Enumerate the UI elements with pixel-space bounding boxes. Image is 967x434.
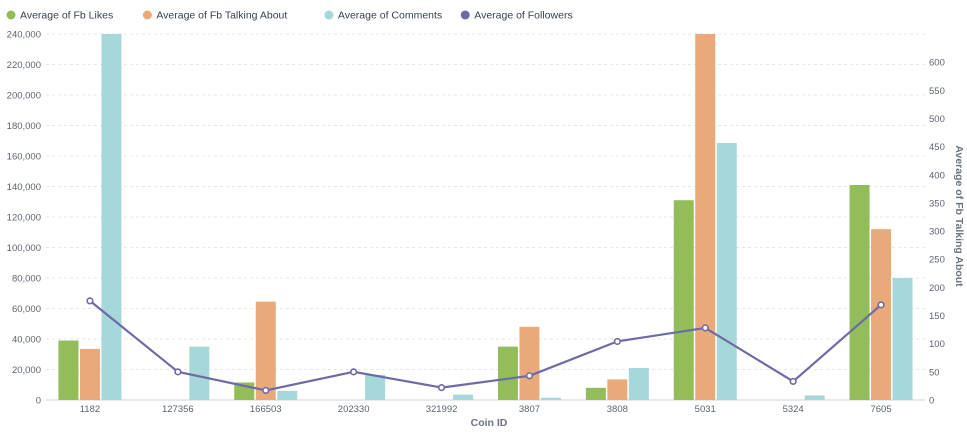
y-tick-label: 20,000 <box>12 365 41 376</box>
line-point[interactable] <box>877 301 885 309</box>
line-point[interactable] <box>86 297 94 305</box>
y-tick-label: 240,000 <box>7 30 41 41</box>
y2-tick-label: 50 <box>929 367 940 378</box>
followers-line <box>86 297 885 395</box>
x-tick-label: 5031 <box>695 404 716 415</box>
x-tick-label: 3808 <box>607 404 628 415</box>
y2-tick-label: 350 <box>929 198 945 209</box>
line-point[interactable] <box>613 337 621 346</box>
x-tick-label: 3807 <box>519 404 540 415</box>
y-tick-label: 80,000 <box>12 274 41 285</box>
x-tick-label: 321992 <box>426 404 458 415</box>
bar[interactable] <box>79 348 100 400</box>
bar[interactable] <box>849 184 870 400</box>
bar[interactable] <box>453 394 474 400</box>
legend: Average of Fb Likes Average of Fb Talking… <box>6 10 573 22</box>
line-point[interactable] <box>789 377 797 386</box>
y2-axis-title: Average of Fb Talking About <box>953 145 965 287</box>
bar[interactable] <box>277 390 298 400</box>
y-tick-label: 120,000 <box>7 213 41 224</box>
y2-tick-label: 400 <box>929 170 945 181</box>
y-tick-label: 140,000 <box>7 182 41 193</box>
line-point[interactable] <box>350 368 358 376</box>
y-tick-label: 220,000 <box>7 60 41 71</box>
y2-tick-label: 0 <box>929 396 934 407</box>
legend-item-2[interactable]: Average of Comments <box>324 10 442 22</box>
bar[interactable] <box>365 374 386 400</box>
bar[interactable] <box>892 278 913 400</box>
y2-tick-label: 200 <box>929 283 945 294</box>
legend-item-0[interactable]: Average of Fb Likes <box>6 10 114 22</box>
x-tick-label: 202330 <box>338 404 370 415</box>
bar[interactable] <box>871 229 892 400</box>
y-tick-label: 100,000 <box>7 243 41 254</box>
line-point[interactable] <box>437 384 446 392</box>
y-axis-left: 0 20,000 40,000 60,000 80,000 100,000 120,000 1… <box>7 30 41 407</box>
bar[interactable] <box>189 346 210 400</box>
y2-tick-label: 100 <box>929 339 945 350</box>
legend-item-1[interactable]: Average of Fb Talking About <box>142 10 288 22</box>
line-point[interactable] <box>174 368 182 376</box>
bar[interactable] <box>497 346 518 400</box>
y2-tick-label: 600 <box>929 58 945 69</box>
bar[interactable] <box>628 367 649 400</box>
x-tick-label: 127356 <box>162 404 194 415</box>
y2-tick-label: 450 <box>929 142 945 153</box>
y-tick-label: 180,000 <box>7 121 41 132</box>
y-axis-right: 0 50 100 150 200 250 300 350 400 450 500 550 600 <box>929 58 945 407</box>
legend-item-3[interactable]: Average of Followers <box>460 10 573 22</box>
y-tick-label: 40,000 <box>12 335 41 346</box>
x-axis-title: Coin ID <box>471 417 508 429</box>
x-tick-label: 7605 <box>870 404 891 415</box>
bar[interactable] <box>58 340 79 400</box>
x-axis: 1182 127356 166503 202330 321992 3807 3808 5031… <box>80 404 892 415</box>
legend-swatch <box>142 10 152 20</box>
y2-tick-label: 550 <box>929 86 945 97</box>
legend-label: Average of Fb Likes <box>20 10 113 22</box>
bar[interactable] <box>716 143 737 400</box>
bars <box>58 34 913 400</box>
line-path <box>89 300 882 392</box>
bar[interactable] <box>101 34 122 400</box>
legend-label: Average of Followers <box>474 10 572 22</box>
bar[interactable] <box>695 34 716 400</box>
y-tick-label: 200,000 <box>7 91 41 102</box>
bar[interactable] <box>585 387 606 400</box>
line-point[interactable] <box>701 324 709 332</box>
y-tick-label: 60,000 <box>12 304 41 315</box>
line-point[interactable] <box>262 386 270 395</box>
bar[interactable] <box>673 200 694 400</box>
y2-tick-label: 150 <box>929 311 945 322</box>
bar[interactable] <box>607 379 628 400</box>
bar[interactable] <box>804 395 825 400</box>
legend-swatch <box>324 10 334 20</box>
y-tick-label: 0 <box>36 396 41 407</box>
x-tick-label: 1182 <box>80 404 100 415</box>
x-tick-label: 166503 <box>250 404 282 415</box>
legend-label: Average of Fb Talking About <box>156 10 287 22</box>
bar[interactable] <box>519 326 540 400</box>
x-tick-label: 5324 <box>783 404 804 415</box>
y2-tick-label: 300 <box>929 227 945 238</box>
bar[interactable] <box>255 301 276 400</box>
y2-tick-label: 250 <box>929 255 945 266</box>
bar[interactable] <box>540 397 561 400</box>
gridlines <box>46 33 925 401</box>
y-tick-label: 160,000 <box>7 152 41 163</box>
legend-swatch <box>6 10 16 20</box>
line-point[interactable] <box>525 372 534 380</box>
y2-tick-label: 500 <box>929 114 945 125</box>
legend-swatch <box>460 10 470 20</box>
legend-label: Average of Comments <box>338 10 442 22</box>
